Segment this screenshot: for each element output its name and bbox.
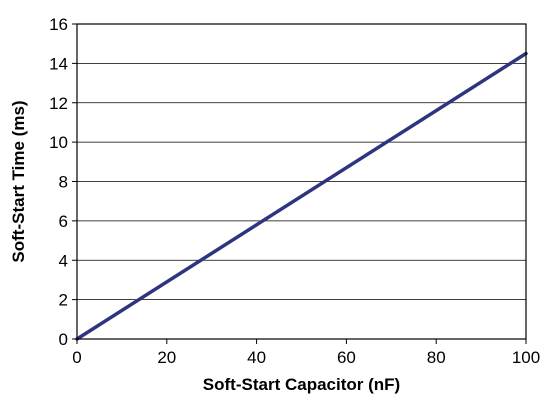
x-tick-label-2: 40 bbox=[247, 348, 266, 367]
x-tick-label-3: 60 bbox=[337, 348, 356, 367]
y-tick-label-2: 4 bbox=[59, 251, 68, 270]
y-tick-label-6: 12 bbox=[49, 94, 68, 113]
y-tick-label-8: 16 bbox=[49, 15, 68, 34]
x-tick-label-1: 20 bbox=[157, 348, 176, 367]
y-tick-label-4: 8 bbox=[59, 173, 68, 192]
x-tick-label-4: 80 bbox=[427, 348, 446, 367]
y-axis-title: Soft-Start Time (ms) bbox=[9, 100, 28, 262]
x-axis-title: Soft-Start Capacitor (nF) bbox=[203, 375, 400, 394]
y-tick-label-1: 2 bbox=[59, 291, 68, 310]
series-layer bbox=[75, 51, 528, 341]
x-tick-label-5: 100 bbox=[512, 348, 540, 367]
y-tick-label-7: 14 bbox=[49, 54, 68, 73]
gridlines bbox=[77, 62, 526, 301]
series-line-0 bbox=[75, 51, 528, 341]
x-tick-label-0: 0 bbox=[72, 348, 81, 367]
y-tick-label-0: 0 bbox=[59, 330, 68, 349]
y-tick-label-5: 10 bbox=[49, 133, 68, 152]
x-axis-ticks: 0 20 40 60 80 100 bbox=[72, 339, 540, 367]
y-tick-label-3: 6 bbox=[59, 212, 68, 231]
y-axis-ticks: 0 2 4 6 8 10 12 14 16 bbox=[49, 15, 77, 349]
